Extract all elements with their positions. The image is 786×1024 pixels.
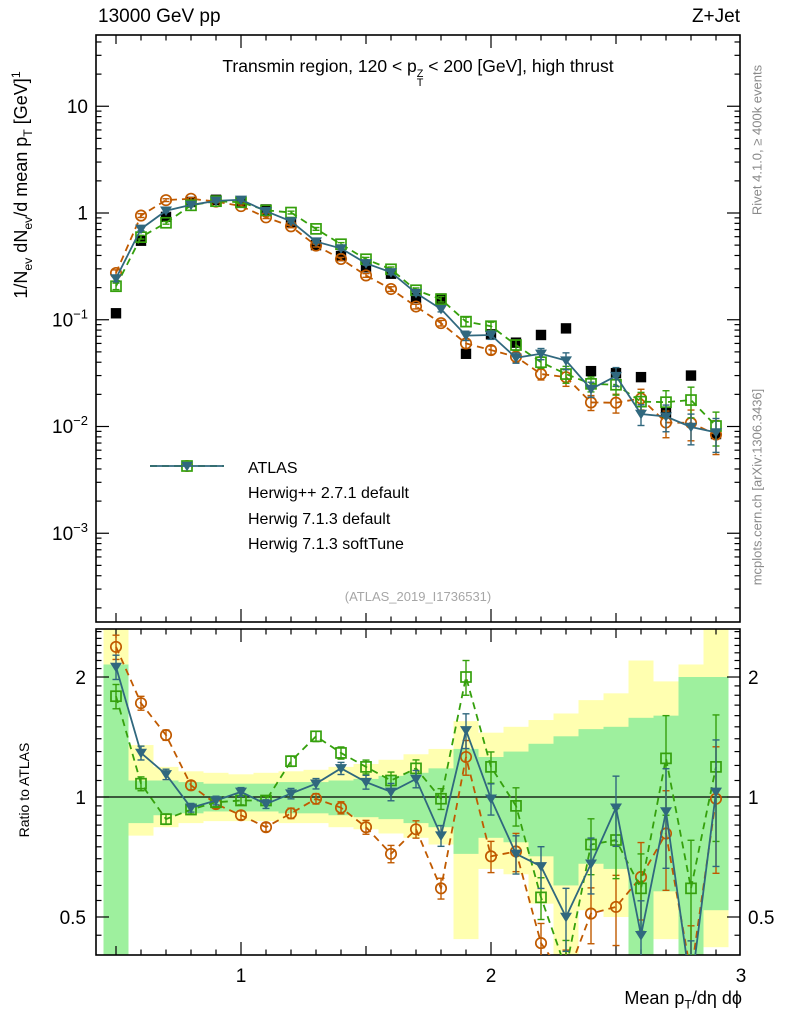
main-y-axis-label: 1/Nev dNev/d mean pT [GeV]1: [9, 71, 35, 299]
legend: ATLAS Herwig++ 2.7.1 default Herwig 7.1.…: [148, 456, 409, 558]
svg-text:1: 1: [77, 204, 88, 225]
svg-text:10−1: 10−1: [52, 306, 88, 331]
svg-text:1: 1: [75, 788, 86, 809]
ratio-series-herwig7-softtune: [110, 654, 722, 955]
axis-ticks: [96, 35, 740, 955]
rivet-version-note: Rivet 4.1.0, ≥ 400k events: [749, 64, 765, 216]
main-series-herwig7-default: [110, 195, 722, 447]
herwig7-default-marker-icon: [148, 460, 226, 530]
legend-label-atlas: ATLAS: [248, 459, 298, 477]
svg-text:0.5: 0.5: [748, 908, 774, 929]
legend-item-herwig7-softtune: Herwig 7.1.3 softTune: [148, 461, 409, 559]
legend-label-herwigpp: Herwig++ 2.7.1 default: [248, 485, 409, 503]
ratio-uncertainty-bands: [103, 629, 729, 955]
svg-text:10−3: 10−3: [52, 520, 88, 545]
mcplots-arxiv-note: mcplots.cern.ch [arXiv:1306.3436]: [749, 388, 765, 586]
title-sub: T: [416, 77, 424, 90]
x-axis-label: Mean pT/dη dϕ: [624, 988, 742, 1012]
main-series-herwig7-softtune: [110, 195, 722, 454]
analysis-id-watermark: (ATLAS_2019_I1736531): [344, 589, 492, 604]
svg-text:1: 1: [236, 966, 247, 987]
herwig7-softtune-marker-icon: [148, 461, 226, 555]
process-label: Z+Jet: [691, 6, 740, 27]
main-panel-frame: [95, 34, 741, 623]
title-pre: Transmin region, 120 < p: [222, 56, 417, 76]
svg-text:0.5: 0.5: [60, 908, 86, 929]
ratio-y-axis-label: Ratio to ATLAS: [16, 742, 32, 838]
svg-text:2: 2: [75, 668, 86, 689]
title-sup: Z: [416, 67, 424, 80]
ratio-panel-frame: [95, 628, 741, 956]
svg-text:10−2: 10−2: [52, 413, 88, 438]
axis-tick-labels: 10 1 10−1 10−2 10−3 2 2 1 1 0.5 0.5 1 2 3: [52, 97, 774, 987]
svg-text:3: 3: [736, 966, 747, 987]
svg-text:10: 10: [67, 97, 88, 118]
legend-item-herwig7-default: Herwig 7.1.3 default: [148, 460, 409, 533]
legend-item-herwigpp: Herwig++ 2.7.1 default: [148, 459, 409, 508]
svg-text:2: 2: [486, 966, 497, 987]
svg-text:2: 2: [748, 668, 759, 689]
main-series-herwigpp: [109, 192, 723, 456]
main-series-atlas: [110, 194, 722, 440]
legend-label-herwig7-softtune: Herwig 7.1.3 softTune: [248, 536, 404, 554]
title-post: < 200 [GeV], high thrust: [423, 56, 614, 76]
herwigpp-marker-icon: [148, 459, 226, 504]
beam-energy-label: 13000 GeV pp: [98, 6, 221, 27]
svg-text:1: 1: [748, 788, 759, 809]
legend-label-herwig7-default: Herwig 7.1.3 default: [248, 510, 391, 528]
